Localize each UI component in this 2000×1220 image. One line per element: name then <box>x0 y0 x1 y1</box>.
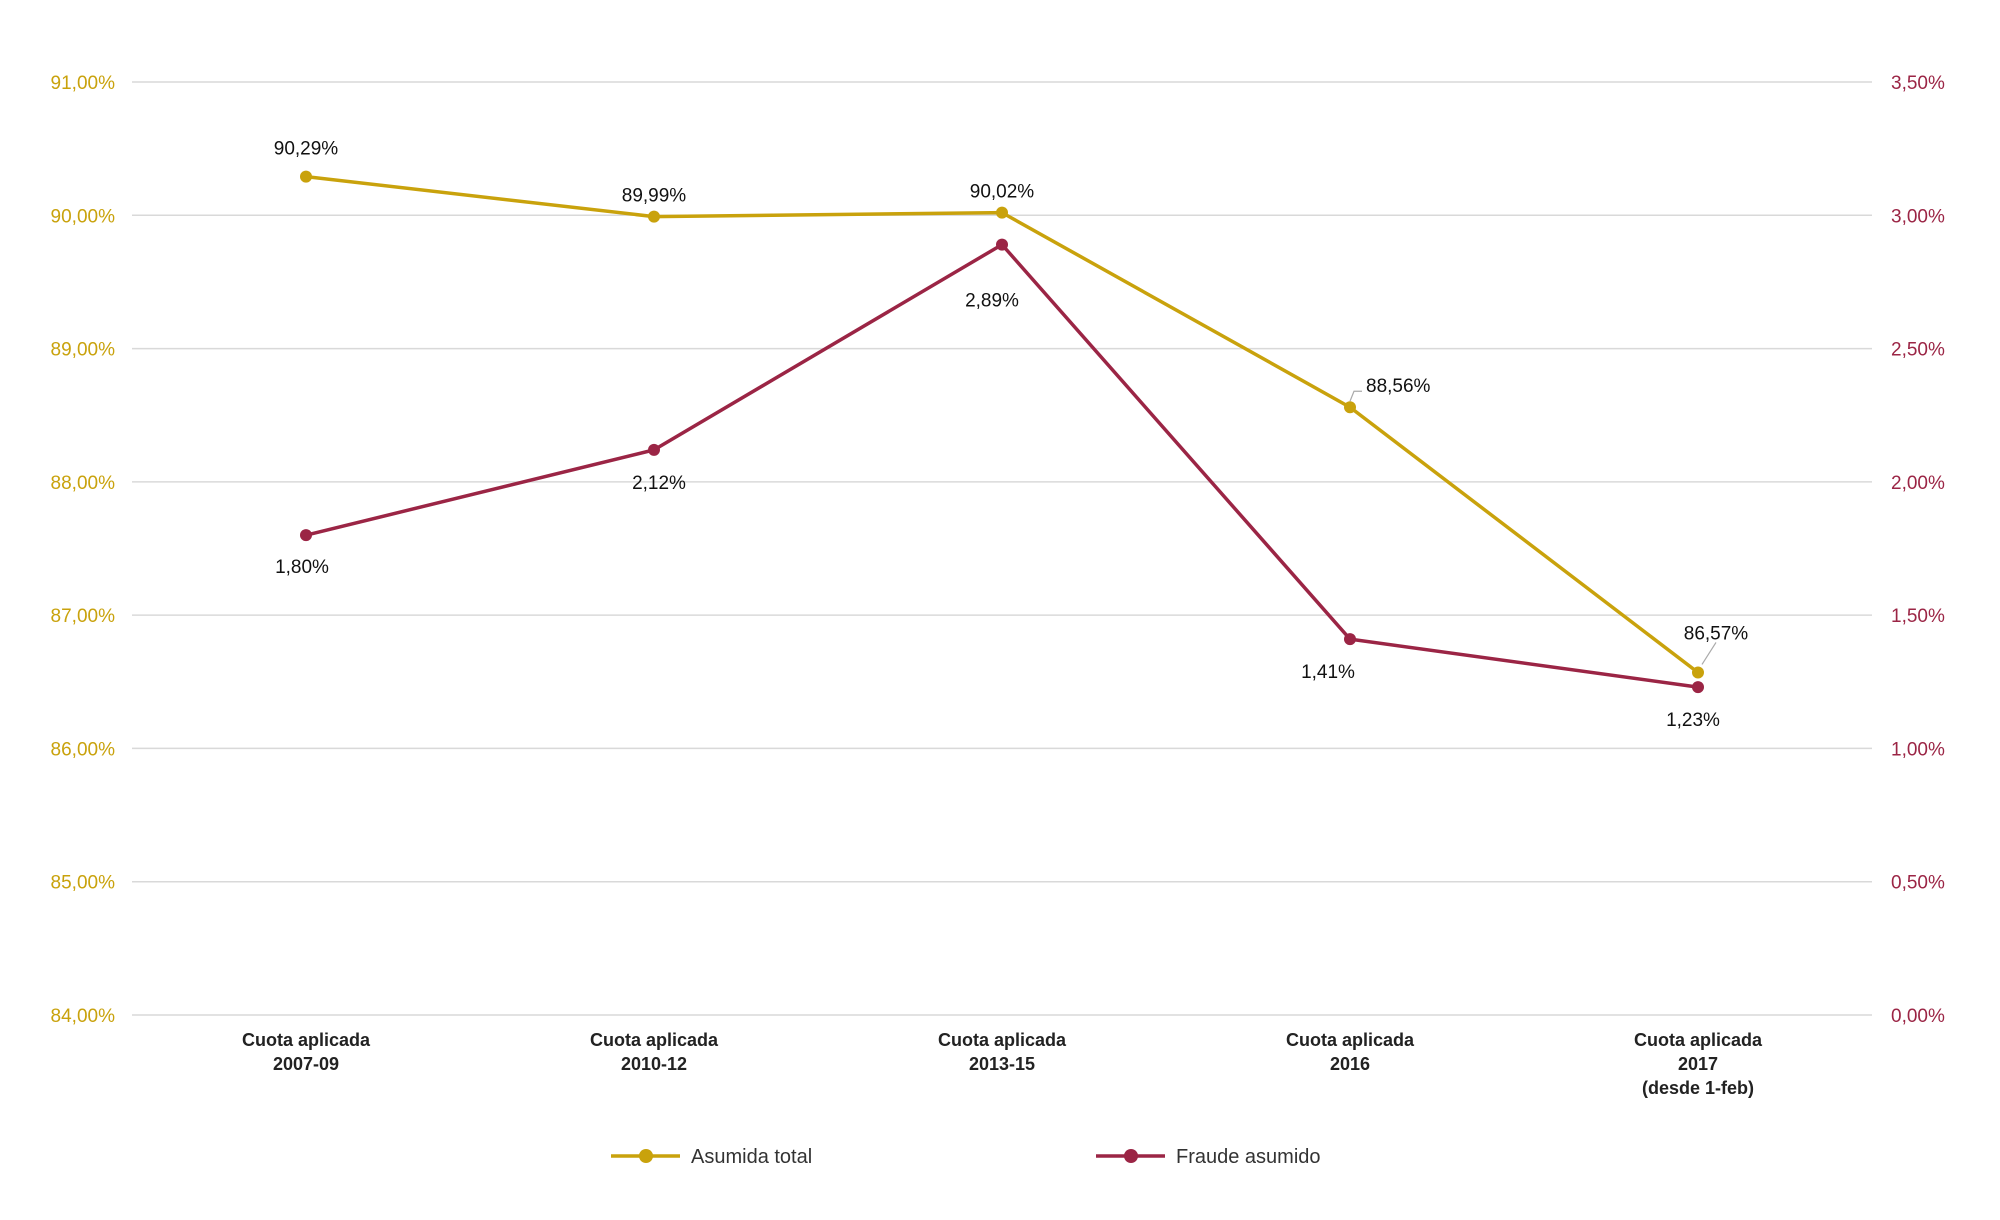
legend-label: Fraude asumido <box>1176 1146 1321 1168</box>
right-axis-tick-label: 1,00% <box>1891 739 1945 760</box>
right-axis-tick-label: 1,50% <box>1891 606 1945 627</box>
x-axis-category-label: 2013-15 <box>969 1054 1035 1074</box>
left-axis-tick-label: 91,00% <box>51 73 116 94</box>
data-label: 88,56% <box>1366 376 1431 397</box>
data-point <box>1344 401 1356 414</box>
x-axis-category-label: Cuota aplicada <box>1634 1030 1763 1050</box>
left-axis-tick-label: 90,00% <box>51 206 116 227</box>
data-point <box>996 206 1008 219</box>
left-axis-tick-label: 89,00% <box>51 340 116 361</box>
data-label: 2,89% <box>965 291 1019 312</box>
data-point <box>648 443 660 456</box>
x-axis-category-label: Cuota aplicada <box>242 1030 371 1050</box>
data-label: 86,57% <box>1684 623 1749 644</box>
left-axis-tick-label: 84,00% <box>51 1006 116 1027</box>
data-point <box>300 529 312 542</box>
data-point <box>648 210 660 223</box>
right-axis-tick-label: 2,50% <box>1891 340 1945 361</box>
x-axis-category-label: Cuota aplicada <box>938 1030 1067 1050</box>
x-axis-category-label: 2010-12 <box>621 1054 687 1074</box>
legend-label: Asumida total <box>691 1146 812 1168</box>
x-axis-category-label: 2016 <box>1330 1054 1370 1074</box>
left-axis-tick-label: 88,00% <box>51 473 116 494</box>
legend-marker <box>1124 1149 1138 1163</box>
x-axis-category-label: Cuota aplicada <box>590 1030 719 1050</box>
leader-line <box>1701 642 1717 665</box>
data-point <box>1692 666 1704 679</box>
data-label: 89,99% <box>622 186 687 207</box>
x-axis-category-label: 2007-09 <box>273 1054 339 1074</box>
x-axis-category-label: Cuota aplicada <box>1286 1030 1415 1050</box>
right-axis-tick-label: 3,00% <box>1891 206 1945 227</box>
x-axis-category-label: (desde 1-feb) <box>1642 1078 1754 1098</box>
left-axis-tick-label: 86,00% <box>51 739 116 760</box>
right-axis-tick-label: 0,00% <box>1891 1006 1945 1027</box>
data-point <box>300 170 312 183</box>
right-axis-tick-label: 0,50% <box>1891 873 1945 894</box>
right-axis-tick-label: 3,50% <box>1891 73 1945 94</box>
legend-marker <box>639 1149 653 1163</box>
data-label: 90,29% <box>274 139 339 160</box>
x-axis-category-label: 2017 <box>1678 1054 1718 1074</box>
data-label: 2,12% <box>632 473 686 494</box>
series-line-asumida-total <box>305 174 1700 674</box>
left-axis-tick-label: 85,00% <box>51 873 116 894</box>
data-point <box>1344 633 1356 646</box>
data-label: 1,80% <box>275 557 329 578</box>
data-label: 1,41% <box>1301 662 1355 683</box>
leader-line <box>1349 390 1362 402</box>
data-point <box>1692 681 1704 694</box>
data-label: 1,23% <box>1666 710 1720 731</box>
data-point <box>996 238 1008 251</box>
right-axis-tick-label: 2,00% <box>1891 473 1945 494</box>
data-label: 90,02% <box>970 182 1035 203</box>
left-axis-tick-label: 87,00% <box>51 606 116 627</box>
